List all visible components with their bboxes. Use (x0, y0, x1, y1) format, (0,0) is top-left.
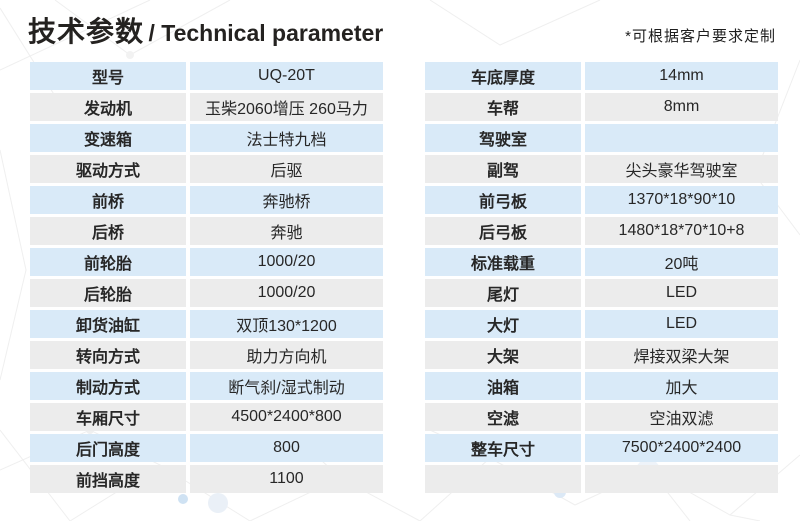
param-value-cell: 尖头豪华驾驶室 (585, 155, 778, 183)
table-row: 前挡高度 1100 (30, 465, 383, 493)
param-value-cell: LED (585, 279, 778, 307)
table-row: 后桥 奔驰 (30, 217, 383, 245)
param-label-cell (425, 465, 581, 493)
table-row: 前轮胎 1000/20 (30, 248, 383, 276)
table-row: 后轮胎 1000/20 (30, 279, 383, 307)
table-row: 车底厚度 14mm (425, 62, 778, 90)
page-title-en: / Technical parameter (148, 20, 384, 46)
param-value-cell: 8mm (585, 93, 778, 121)
param-label-cell: 前挡高度 (30, 465, 186, 493)
param-value-cell: 14mm (585, 62, 778, 90)
table-row: 尾灯 LED (425, 279, 778, 307)
table-row: 变速箱 法士特九档 (30, 124, 383, 152)
param-value-cell: 空油双滤 (585, 403, 778, 431)
page-title-zh: 技术参数 (28, 16, 145, 47)
param-value-cell: 双顶130*1200 (190, 310, 383, 338)
table-row: 整车尺寸 7500*2400*2400 (425, 434, 778, 462)
param-label-cell: 驱动方式 (30, 155, 186, 183)
param-value-cell: 7500*2400*2400 (585, 434, 778, 462)
param-label-cell: 制动方式 (30, 372, 186, 400)
customization-note: *可根据客户要求定制 (625, 28, 776, 45)
param-label-cell: 变速箱 (30, 124, 186, 152)
table-row: 车帮 8mm (425, 93, 778, 121)
param-label-cell: 后桥 (30, 217, 186, 245)
param-value-cell: 4500*2400*800 (190, 403, 383, 431)
table-row: 前桥 奔驰桥 (30, 186, 383, 214)
param-value-cell: 焊接双梁大架 (585, 341, 778, 369)
param-label-cell: 大架 (425, 341, 581, 369)
param-label-cell: 卸货油缸 (30, 310, 186, 338)
param-label-cell: 型号 (30, 62, 186, 90)
page-header: 技术参数 / Technical parameter *可根据客户要求定制 (0, 0, 800, 50)
param-value-cell: UQ-20T (190, 62, 383, 90)
param-label-cell: 车底厚度 (425, 62, 581, 90)
param-label-cell: 整车尺寸 (425, 434, 581, 462)
param-label-cell: 前桥 (30, 186, 186, 214)
param-value-cell: 后驱 (190, 155, 383, 183)
param-label-cell: 车厢尺寸 (30, 403, 186, 431)
table-row: 标准载重 20吨 (425, 248, 778, 276)
table-row: 大灯 LED (425, 310, 778, 338)
table-row: 制动方式 断气刹/湿式制动 (30, 372, 383, 400)
param-label-cell: 发动机 (30, 93, 186, 121)
param-value-cell: 助力方向机 (190, 341, 383, 369)
table-row: 发动机 玉柴2060增压 260马力 (30, 93, 383, 121)
table-row: 驾驶室 (425, 124, 778, 152)
param-value-cell: 法士特九档 (190, 124, 383, 152)
table-row: 前弓板 1370*18*90*10 (425, 186, 778, 214)
table-row: 后弓板 1480*18*70*10+8 (425, 217, 778, 245)
param-value-cell: 1480*18*70*10+8 (585, 217, 778, 245)
param-label-cell: 大灯 (425, 310, 581, 338)
param-value-cell: 玉柴2060增压 260马力 (190, 93, 383, 121)
param-value-cell: 奔驰桥 (190, 186, 383, 214)
table-row: 转向方式 助力方向机 (30, 341, 383, 369)
param-label-cell: 后门高度 (30, 434, 186, 462)
table-row: 驱动方式 后驱 (30, 155, 383, 183)
table-row: 油箱 加大 (425, 372, 778, 400)
param-label-cell: 标准载重 (425, 248, 581, 276)
param-label-cell: 副驾 (425, 155, 581, 183)
param-value-cell: 奔驰 (190, 217, 383, 245)
param-label-cell: 后弓板 (425, 217, 581, 245)
param-value-cell: 加大 (585, 372, 778, 400)
param-value-cell: 800 (190, 434, 383, 462)
table-row: 空滤 空油双滤 (425, 403, 778, 431)
param-value-cell: LED (585, 310, 778, 338)
table-row: 大架 焊接双梁大架 (425, 341, 778, 369)
table-row: 型号 UQ-20T (30, 62, 383, 90)
table-row: 副驾 尖头豪华驾驶室 (425, 155, 778, 183)
param-value-cell (585, 465, 778, 493)
param-value-cell: 1000/20 (190, 248, 383, 276)
param-value-cell (585, 124, 778, 152)
table-row (425, 465, 778, 493)
table-row: 后门高度 800 (30, 434, 383, 462)
param-value-cell: 断气刹/湿式制动 (190, 372, 383, 400)
param-label-cell: 前轮胎 (30, 248, 186, 276)
param-label-cell: 驾驶室 (425, 124, 581, 152)
param-value-cell: 20吨 (585, 248, 778, 276)
spec-table-left: 型号 UQ-20T 发动机 玉柴2060增压 260马力 变速箱 法士特九档 驱动方式… (30, 62, 383, 496)
table-row: 车厢尺寸 4500*2400*800 (30, 403, 383, 431)
param-label-cell: 空滤 (425, 403, 581, 431)
param-label-cell: 后轮胎 (30, 279, 186, 307)
param-value-cell: 1370*18*90*10 (585, 186, 778, 214)
param-label-cell: 尾灯 (425, 279, 581, 307)
spec-table-right: 车底厚度 14mm 车帮 8mm 驾驶室 副驾 尖头豪华驾驶室 前弓板 1370*18*… (425, 62, 778, 496)
table-row: 卸货油缸 双顶130*1200 (30, 310, 383, 338)
page-title: 技术参数 / Technical parameter (28, 10, 383, 50)
param-label-cell: 车帮 (425, 93, 581, 121)
param-value-cell: 1100 (190, 465, 383, 493)
param-label-cell: 油箱 (425, 372, 581, 400)
param-label-cell: 前弓板 (425, 186, 581, 214)
param-value-cell: 1000/20 (190, 279, 383, 307)
param-label-cell: 转向方式 (30, 341, 186, 369)
spec-tables: 型号 UQ-20T 发动机 玉柴2060增压 260马力 变速箱 法士特九档 驱动方式… (0, 62, 800, 496)
